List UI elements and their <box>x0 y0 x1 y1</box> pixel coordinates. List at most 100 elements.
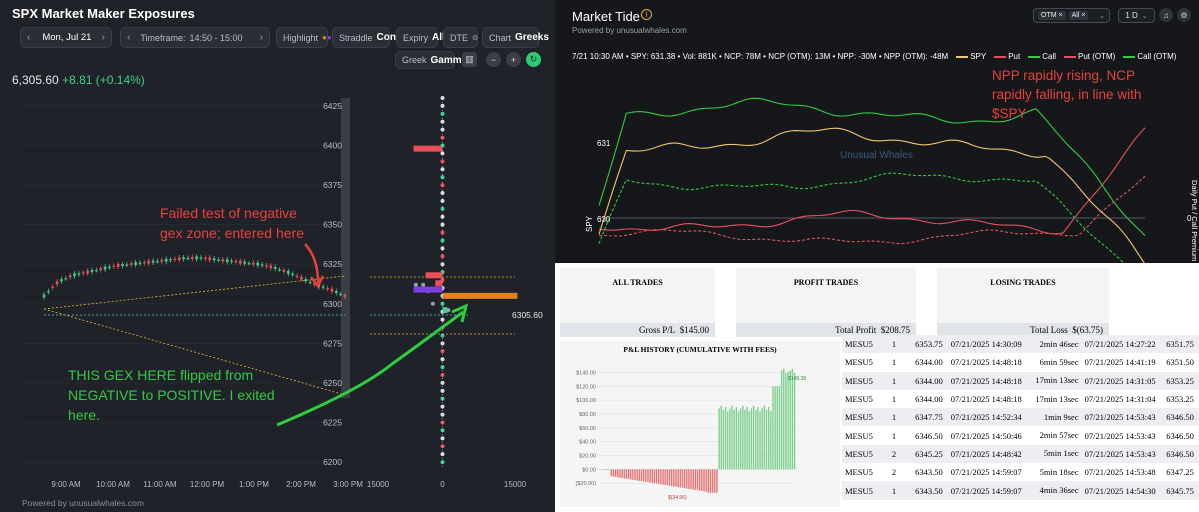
zoom-in-icon[interactable]: + <box>506 52 521 67</box>
x-tick-label: 3:00 PM <box>333 480 363 489</box>
candle <box>90 270 94 272</box>
filter-chip-all[interactable]: All × <box>1068 11 1089 20</box>
candle <box>47 291 50 293</box>
date-selector[interactable]: ‹ Mon, Jul 21 › <box>20 27 112 48</box>
candle <box>330 288 334 292</box>
cell-duration: 1min 9sec <box>1029 408 1082 427</box>
refresh-icon[interactable]: ↻ <box>526 52 541 67</box>
expiry-value: All <box>432 32 445 43</box>
total-loss-value: $(63.75) <box>1072 325 1103 335</box>
pnl-y-tick: ($20.00) <box>576 481 597 487</box>
cell-duration: 4min 36sec <box>1029 481 1082 500</box>
cell-exit-time: 07/21/2025 14:31:05 <box>1081 371 1164 390</box>
pnl-bar <box>692 469 694 490</box>
chevron-left-icon[interactable]: ‹ <box>27 32 31 43</box>
range-selector[interactable]: 1 D ⌄ <box>1118 8 1155 23</box>
candle <box>121 264 124 266</box>
candle <box>256 262 260 266</box>
straddle-selector[interactable]: Straddle Cone <box>332 27 402 48</box>
pnl-bar <box>630 469 632 480</box>
profit-trades-summary: PROFIT TRADES Total Profit $208.75 <box>736 268 916 337</box>
filter-selector[interactable]: OTM × All × ⌄ <box>1033 8 1110 23</box>
y-tick-label: 6350 <box>323 220 342 230</box>
pnl-bar <box>718 408 720 470</box>
pnl-bar <box>746 407 748 470</box>
straddle-cone-lower <box>43 308 346 396</box>
pnl-bar <box>759 411 761 470</box>
candle <box>300 276 303 280</box>
pnl-bar <box>744 409 746 470</box>
pnl-bar <box>789 370 791 470</box>
pnl-bar <box>699 469 701 491</box>
table-row: MESU5 2 6343.50 07/21/2025 14:59:07 5min 18s… <box>842 463 1199 481</box>
pnl-bar <box>610 469 613 477</box>
pnl-bar <box>787 371 789 470</box>
range-value: 1 D <box>1125 11 1138 20</box>
pnl-bar <box>602 469 604 470</box>
chevron-down-icon[interactable]: ⌄ <box>1099 12 1105 20</box>
y-tick-label: 6275 <box>323 338 342 348</box>
pnl-bar <box>750 408 753 470</box>
pnl-bar <box>707 469 710 493</box>
gex-bar <box>425 272 443 279</box>
all-trades-header: ALL TRADES <box>612 278 663 287</box>
candle <box>339 293 342 296</box>
pnl-bar <box>765 409 768 470</box>
pnl-bar <box>737 411 740 470</box>
bell-icon[interactable]: ♫ <box>1159 8 1173 22</box>
highlight-toggle[interactable]: Highlight ● ● <box>276 27 332 48</box>
series-line-spy <box>598 127 1146 265</box>
chart-selector[interactable]: Chart Greeks <box>482 27 549 48</box>
pnl-bar <box>735 407 738 470</box>
pnl-min-label: $(34.56) <box>668 495 687 501</box>
greek-selector[interactable]: Greek Gamma <box>395 51 467 69</box>
candle <box>151 260 155 263</box>
strike-dot <box>440 365 445 370</box>
candle <box>112 265 116 267</box>
cell-exit: 6351.75 <box>1163 335 1199 354</box>
strike-dot <box>440 198 445 203</box>
expiry-selector[interactable]: Expiry All <box>396 27 445 48</box>
pnl-bar <box>642 469 645 482</box>
candle <box>86 270 89 274</box>
gex-bar <box>413 145 443 152</box>
pnl-bar <box>683 469 686 489</box>
zoom-out-icon[interactable]: − <box>486 52 501 67</box>
market-tide-chart: Unusual Whales 631 630 0 SPY Daily Put /… <box>585 68 1199 271</box>
cell-qty: 1 <box>891 394 897 405</box>
candle <box>291 273 294 276</box>
pnl-bar <box>731 405 733 470</box>
pnl-bar <box>612 469 615 477</box>
pnl-bar <box>649 469 651 483</box>
pnl-bar <box>604 469 606 470</box>
settings-icon[interactable]: ⚙ <box>1177 8 1191 22</box>
pnl-bar <box>660 469 662 485</box>
pnl-bar <box>662 469 664 485</box>
dte-selector[interactable]: DTE ⚙ <box>443 27 478 48</box>
strike-dot <box>440 175 445 180</box>
chevron-right-icon[interactable]: › <box>259 32 263 43</box>
cell-entry: 6344.00 <box>915 394 943 405</box>
timeframe-selector[interactable]: ‹ Timeframe: 14:50 - 15:00 › <box>120 27 270 48</box>
cell-entry: 6343.50 <box>915 467 943 478</box>
x-tick-label: 11:00 AM <box>143 480 177 489</box>
cell-exit: 6346.50 <box>1163 444 1199 464</box>
cell-exit: 6353.25 <box>1163 371 1199 390</box>
pnl-y-tick: $140.00 <box>576 370 596 376</box>
chevron-right-icon[interactable]: › <box>101 32 105 43</box>
pnl-bar <box>668 469 671 486</box>
chevron-left-icon[interactable]: ‹ <box>127 32 131 43</box>
gex-bar <box>442 292 518 299</box>
filter-chip-otm[interactable]: OTM × <box>1038 11 1066 20</box>
info-icon[interactable]: i <box>641 9 652 20</box>
legend-call-otm: Call (OTM) <box>1123 52 1176 61</box>
pnl-bar <box>757 407 759 470</box>
total-profit-value: $208.75 <box>880 325 910 335</box>
candle <box>208 257 212 261</box>
cell-qty: 1 <box>877 371 913 390</box>
candle <box>252 262 255 265</box>
price-marker-label: 6305.60 <box>512 310 543 320</box>
right-axis-label: Daily Put / Call Premium <box>1190 180 1199 261</box>
chart-type-icon[interactable]: ▥ <box>462 52 477 67</box>
powered-by: Powered by unusualwhales.com <box>22 498 144 508</box>
